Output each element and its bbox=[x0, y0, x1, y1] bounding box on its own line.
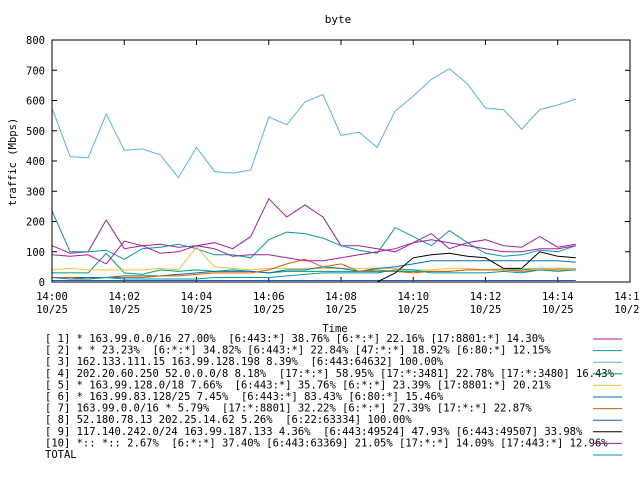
y-tick-label: 400 bbox=[26, 156, 45, 168]
y-tick-label: 800 bbox=[26, 35, 45, 47]
x-tick-label: 14:00 bbox=[36, 291, 68, 303]
x-tick-date: 10/25 bbox=[253, 304, 285, 316]
y-tick-label: 200 bbox=[26, 217, 45, 229]
x-tick-date: 10/25 bbox=[397, 304, 429, 316]
x-tick-label: 14:04 bbox=[181, 291, 213, 303]
x-tick-label: 14:10 bbox=[397, 291, 429, 303]
x-tick-label: 14:14 bbox=[542, 291, 574, 303]
legend-label-1: [ 1] * 163.99.0.0/16 27.00% [6:443:*] 38… bbox=[45, 333, 545, 345]
plot-frame bbox=[51, 39, 631, 283]
legend-label-9: [ 9] 117.140.242.0/24 163.99.187.133 4.3… bbox=[45, 426, 583, 438]
series-line-4 bbox=[52, 252, 576, 275]
x-tick-date: 10/25 bbox=[108, 304, 140, 316]
legend-label-3: [ 3] 162.133.111.15 163.99.128.198 8.39%… bbox=[45, 356, 444, 368]
x-tick-date: 10/25 bbox=[614, 304, 640, 316]
y-axis-label: traffic (Mbps) bbox=[7, 118, 19, 207]
legend: [ 1] * 163.99.0.0/16 27.00% [6:443:*] 38… bbox=[45, 333, 622, 461]
series-line-10 bbox=[51, 239, 576, 265]
x-tick-label: 14:16 bbox=[614, 291, 640, 303]
y-tick-label: 0 bbox=[39, 277, 45, 289]
legend-label-2: [ 2] * * 23.23% [6:*:*] 34.82% [6:443:*]… bbox=[45, 345, 551, 357]
x-tick-label: 14:02 bbox=[108, 291, 140, 303]
x-tick-label: 14:06 bbox=[253, 291, 285, 303]
series-line-7 bbox=[52, 258, 576, 280]
x-axis-label: Time bbox=[322, 323, 347, 335]
chart-title: byte bbox=[325, 13, 352, 26]
x-tick-date: 10/25 bbox=[470, 304, 502, 316]
y-tick-label: 300 bbox=[26, 186, 45, 198]
y-tick-label: 700 bbox=[26, 65, 45, 77]
series-layer bbox=[51, 68, 576, 283]
y-tick-label: 500 bbox=[26, 126, 45, 138]
series-line-1 bbox=[51, 197, 576, 254]
axis-layer: 010020030040050060070080014:0010/2514:02… bbox=[26, 35, 640, 316]
legend-label-6: [ 6] * 163.99.83.128/25 7.45% [6:443:*] … bbox=[45, 391, 444, 403]
legend-label-5: [ 5] * 163.99.128.0/18 7.66% [6:443:*] 3… bbox=[45, 379, 551, 391]
legend-label-4: [ 4] 202.20.60.250 52.0.0.0/8 8.18% [17:… bbox=[45, 368, 615, 380]
legend-label-10: [10] *:: *:: 2.67% [6:*:*] 37.40% [6:443… bbox=[45, 437, 608, 449]
series-line-2 bbox=[51, 210, 576, 260]
x-tick-label: 14:12 bbox=[470, 291, 502, 303]
legend-label-7: [ 7] 163.99.0.0/16 * 5.79% [17:*:8801] 3… bbox=[45, 403, 532, 415]
x-tick-date: 10/25 bbox=[36, 304, 68, 316]
x-tick-date: 10/25 bbox=[542, 304, 574, 316]
series-line-11 bbox=[51, 269, 576, 280]
series-line-3 bbox=[51, 68, 576, 179]
x-tick-label: 14:08 bbox=[325, 291, 357, 303]
y-tick-label: 600 bbox=[26, 96, 45, 108]
x-tick-date: 10/25 bbox=[325, 304, 357, 316]
y-tick-label: 100 bbox=[26, 247, 45, 259]
legend-label-8: [ 8] 52.180.78.13 202.25.14.62 5.26% [6:… bbox=[45, 414, 412, 426]
series-line-6 bbox=[52, 260, 576, 278]
legend-label-11: TOTAL bbox=[45, 449, 77, 461]
x-tick-date: 10/25 bbox=[181, 304, 213, 316]
